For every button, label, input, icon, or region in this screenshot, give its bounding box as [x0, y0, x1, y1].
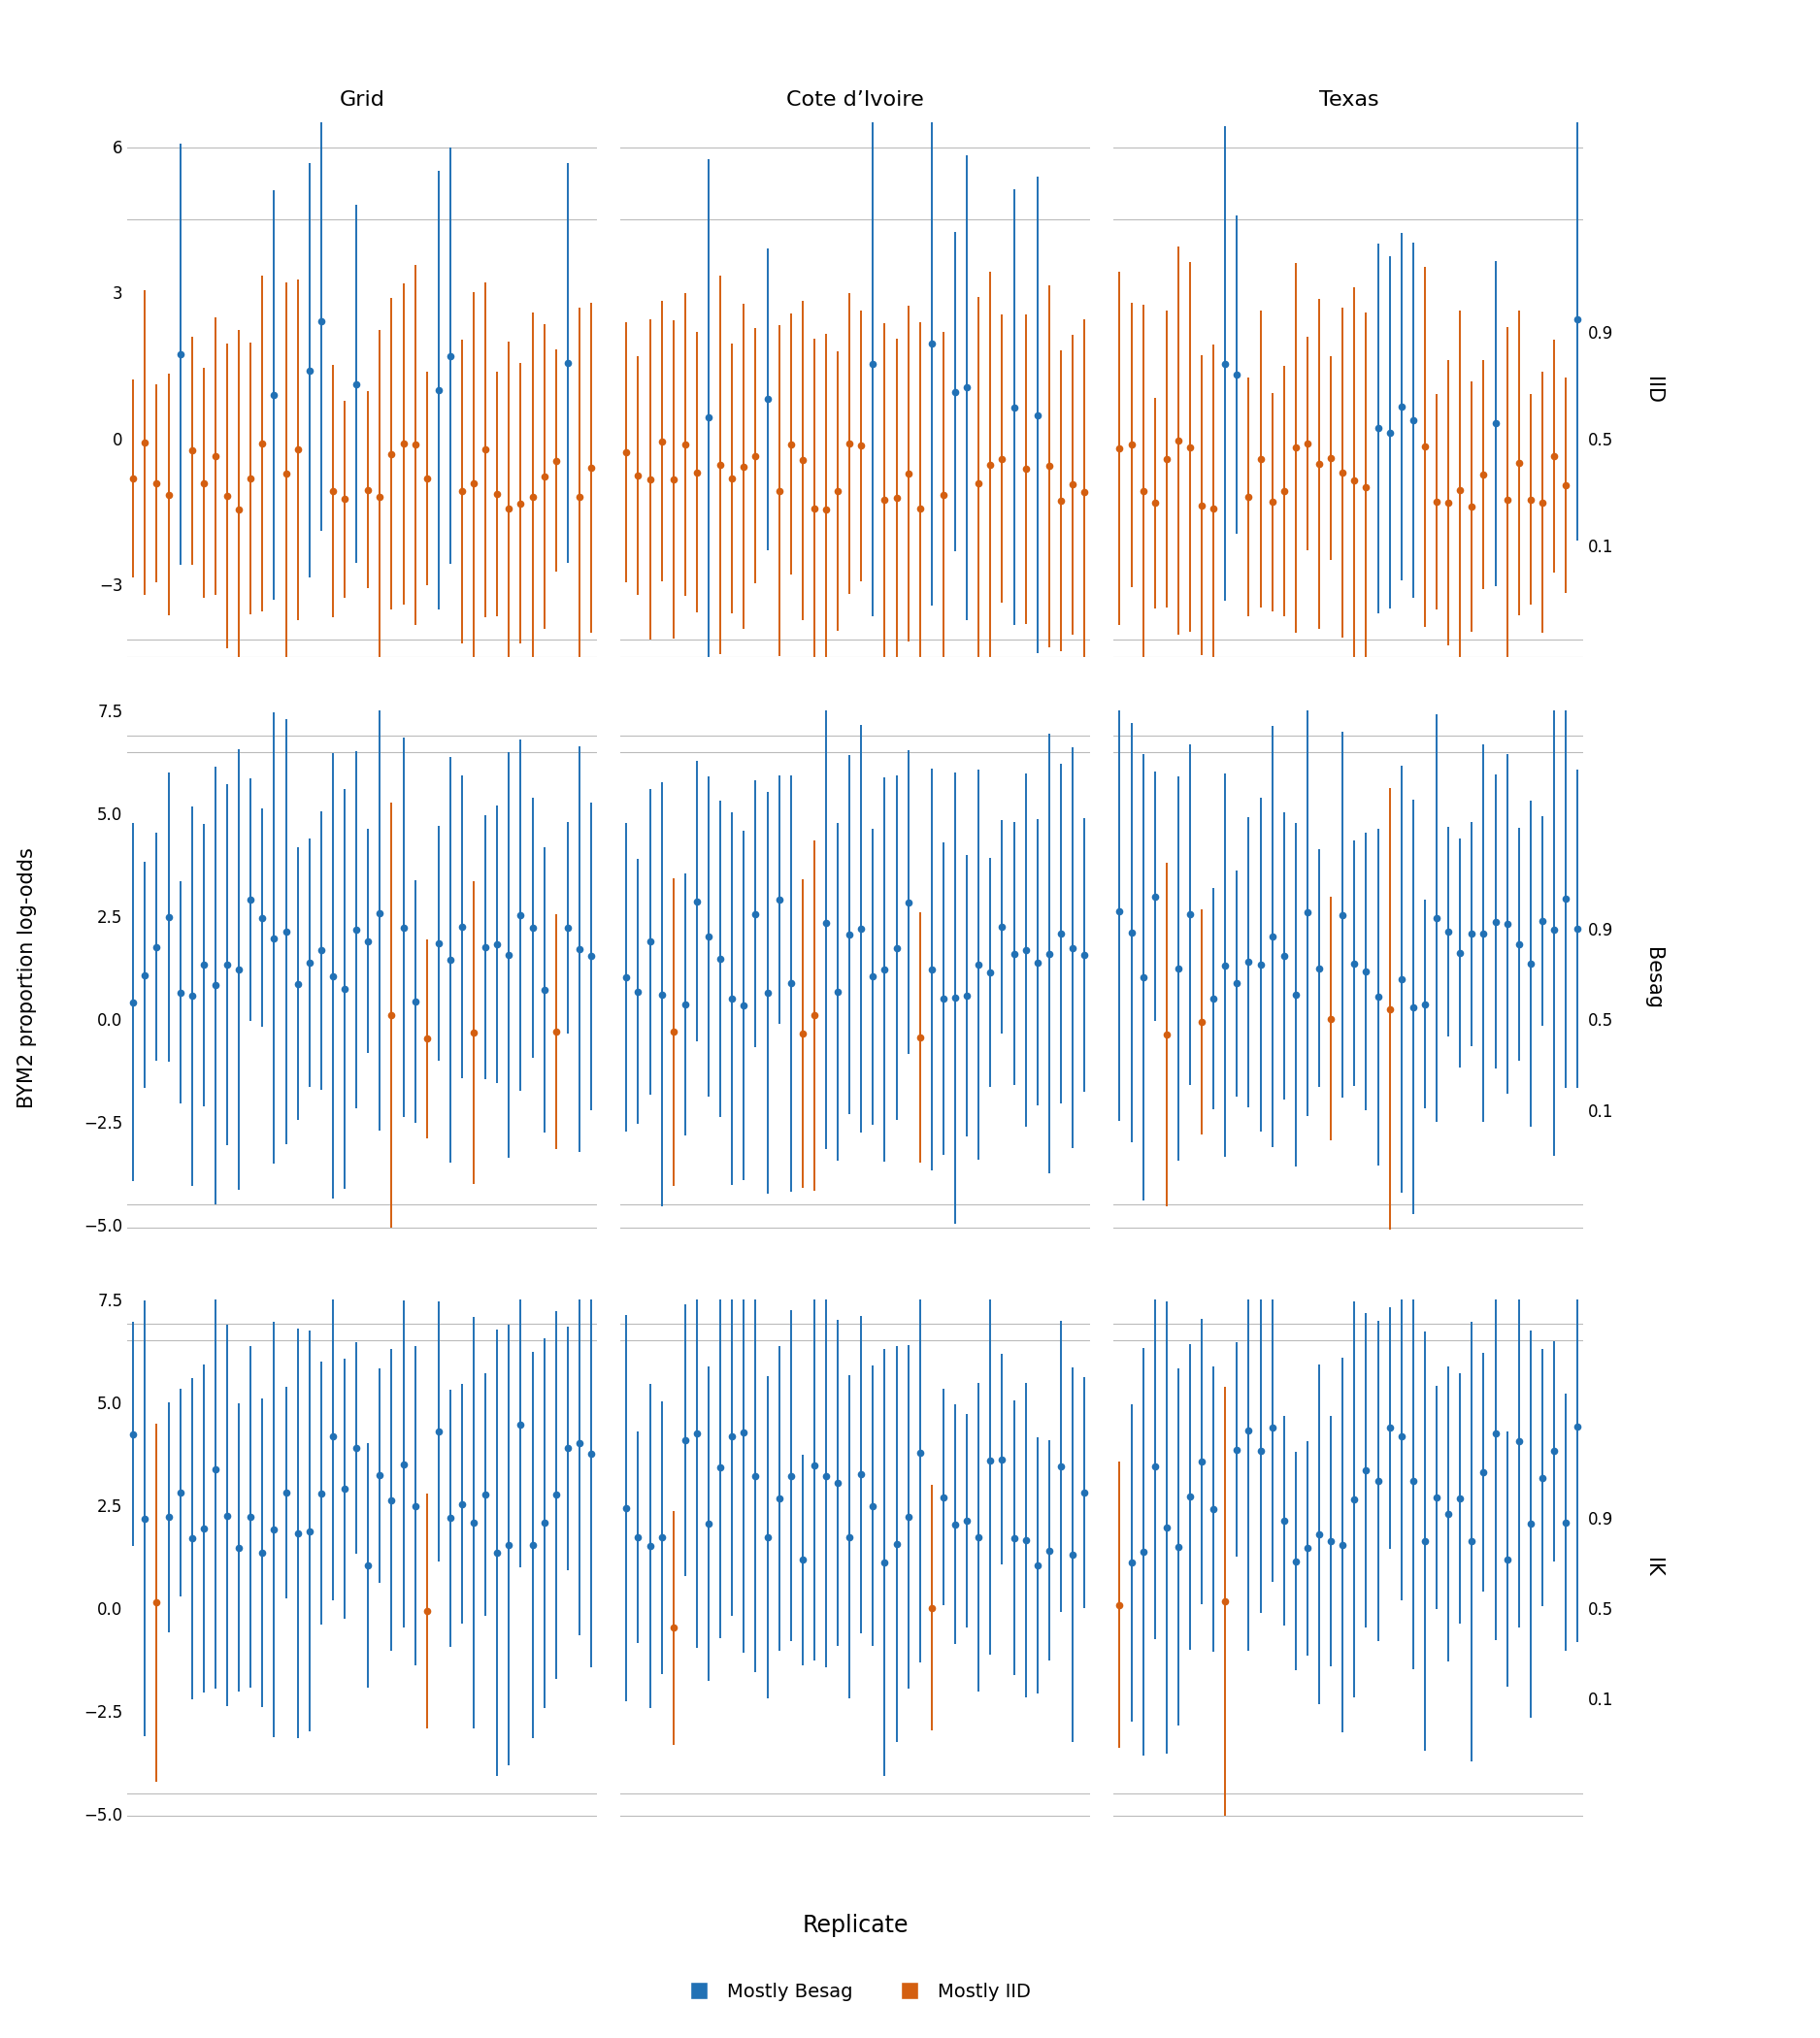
Title: Cote d’Ivoire: Cote d’Ivoire — [786, 90, 925, 110]
Y-axis label: IID: IID — [1643, 377, 1663, 404]
Legend: Mostly Besag, Mostly IID: Mostly Besag, Mostly IID — [672, 1975, 1039, 2007]
Y-axis label: Besag: Besag — [1643, 948, 1663, 1009]
Title: Grid: Grid — [340, 90, 386, 110]
Text: Replicate: Replicate — [803, 1914, 908, 1938]
Text: BYM2 proportion log-odds: BYM2 proportion log-odds — [18, 848, 36, 1109]
Title: Texas: Texas — [1320, 90, 1378, 110]
Y-axis label: IK: IK — [1643, 1557, 1663, 1575]
